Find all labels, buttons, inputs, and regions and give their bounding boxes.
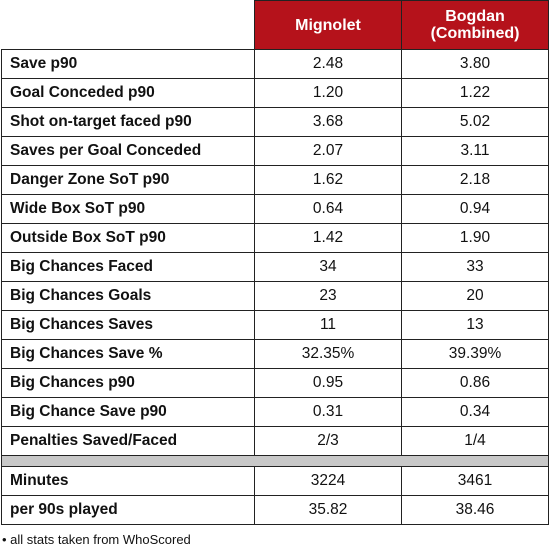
bogdan-value: 3.80: [401, 49, 549, 79]
bogdan-value: 3.11: [401, 136, 549, 166]
table-row: Save p90 2.48 3.80: [1, 49, 549, 79]
row-label: Big Chances Saves: [1, 310, 255, 340]
bogdan-value: 20: [401, 281, 549, 311]
header-row: Mignolet Bogdan (Combined): [1, 0, 549, 50]
row-label: Big Chances Faced: [1, 252, 255, 282]
header-bogdan: Bogdan (Combined): [401, 0, 549, 50]
row-label: Big Chance Save p90: [1, 397, 255, 427]
row-label: Save p90: [1, 49, 255, 79]
mignolet-value: 2/3: [254, 426, 402, 456]
bogdan-value: 39.39%: [401, 339, 549, 369]
table-row: Big Chances Goals 23 20: [1, 281, 549, 311]
mignolet-value: 0.64: [254, 194, 402, 224]
row-label: Big Chances Goals: [1, 281, 255, 311]
header-mignolet: Mignolet: [254, 0, 402, 50]
separator-row: [1, 455, 549, 467]
bogdan-value: 2.18: [401, 165, 549, 195]
header-bogdan-line2: (Combined): [430, 25, 520, 42]
row-label: Shot on-target faced p90: [1, 107, 255, 137]
mignolet-value: 23: [254, 281, 402, 311]
row-label: per 90s played: [1, 495, 255, 525]
mignolet-value: 0.95: [254, 368, 402, 398]
mignolet-value: 2.48: [254, 49, 402, 79]
source-note: • all stats taken from WhoScored: [2, 532, 191, 547]
row-label: Danger Zone SoT p90: [1, 165, 255, 195]
table-row: per 90s played 35.82 38.46: [1, 495, 549, 525]
table-row: Penalties Saved/Faced 2/3 1/4: [1, 426, 549, 456]
mignolet-value: 1.62: [254, 165, 402, 195]
row-label: Penalties Saved/Faced: [1, 426, 255, 456]
table-row: Big Chances Saves 11 13: [1, 310, 549, 340]
table-row: Outside Box SoT p90 1.42 1.90: [1, 223, 549, 253]
row-label: Goal Conceded p90: [1, 78, 255, 108]
mignolet-value: 32.35%: [254, 339, 402, 369]
row-label: Big Chances p90: [1, 368, 255, 398]
table-row: Big Chances Faced 34 33: [1, 252, 549, 282]
stats-table-container: Mignolet Bogdan (Combined) Save p90 2.48 3…: [1, 0, 549, 525]
bogdan-value: 13: [401, 310, 549, 340]
bogdan-value: 1.22: [401, 78, 549, 108]
mignolet-value: 3.68: [254, 107, 402, 137]
table-row: Danger Zone SoT p90 1.62 2.18: [1, 165, 549, 195]
table-row: Wide Box SoT p90 0.64 0.94: [1, 194, 549, 224]
row-label: Big Chances Save %: [1, 339, 255, 369]
table-row: Big Chances Save % 32.35% 39.39%: [1, 339, 549, 369]
mignolet-value: 2.07: [254, 136, 402, 166]
bogdan-value: 0.34: [401, 397, 549, 427]
bogdan-value: 0.86: [401, 368, 549, 398]
bogdan-value: 38.46: [401, 495, 549, 525]
header-bogdan-line1: Bogdan: [445, 8, 505, 25]
table-row: Shot on-target faced p90 3.68 5.02: [1, 107, 549, 137]
bogdan-value: 1/4: [401, 426, 549, 456]
mignolet-value: 34: [254, 252, 402, 282]
table-row: Saves per Goal Conceded 2.07 3.11: [1, 136, 549, 166]
mignolet-value: 35.82: [254, 495, 402, 525]
bogdan-value: 5.02: [401, 107, 549, 137]
separator-cell: [1, 455, 549, 467]
row-label: Saves per Goal Conceded: [1, 136, 255, 166]
table-row: Goal Conceded p90 1.20 1.22: [1, 78, 549, 108]
table-row: Minutes 3224 3461: [1, 466, 549, 496]
bogdan-value: 3461: [401, 466, 549, 496]
header-blank-cell: [1, 0, 255, 50]
bogdan-value: 1.90: [401, 223, 549, 253]
mignolet-value: 0.31: [254, 397, 402, 427]
goalkeeper-stats-table: Mignolet Bogdan (Combined) Save p90 2.48 3…: [1, 0, 549, 525]
table-row: Big Chances p90 0.95 0.86: [1, 368, 549, 398]
bogdan-value: 33: [401, 252, 549, 282]
row-label: Outside Box SoT p90: [1, 223, 255, 253]
table-row: Big Chance Save p90 0.31 0.34: [1, 397, 549, 427]
mignolet-value: 1.42: [254, 223, 402, 253]
row-label: Minutes: [1, 466, 255, 496]
mignolet-value: 1.20: [254, 78, 402, 108]
mignolet-value: 11: [254, 310, 402, 340]
row-label: Wide Box SoT p90: [1, 194, 255, 224]
mignolet-value: 3224: [254, 466, 402, 496]
bogdan-value: 0.94: [401, 194, 549, 224]
